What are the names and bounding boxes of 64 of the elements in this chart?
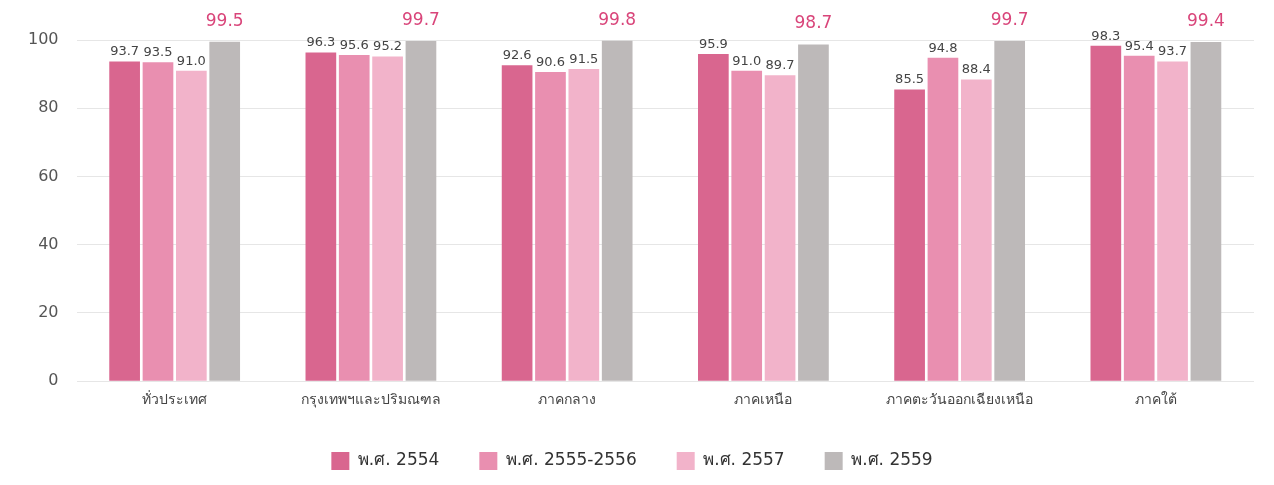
bar bbox=[798, 44, 829, 381]
data-label: 94.8 bbox=[928, 39, 958, 55]
bar bbox=[894, 89, 925, 381]
data-label: 99.7 bbox=[990, 8, 1029, 29]
bar bbox=[1190, 42, 1222, 381]
bar bbox=[142, 62, 174, 381]
bar bbox=[501, 65, 533, 381]
legend-label: พ.ศ. 2554 bbox=[357, 449, 440, 470]
data-label: 90.6 bbox=[535, 53, 565, 69]
bar bbox=[338, 55, 370, 381]
legend-label: พ.ศ. 2557 bbox=[703, 449, 785, 470]
data-label: 96.3 bbox=[306, 34, 336, 50]
bar bbox=[209, 41, 241, 381]
data-label: 93.7 bbox=[110, 43, 140, 59]
bar bbox=[535, 72, 566, 381]
y-tick-label: 20 bbox=[38, 302, 59, 322]
x-tick-label: ภาคตะวันออกเฉียงเหนือ bbox=[886, 391, 1034, 408]
bar bbox=[568, 69, 600, 381]
y-tick-label: 60 bbox=[38, 165, 59, 185]
data-label: 91.0 bbox=[176, 52, 206, 68]
data-label: 91.5 bbox=[569, 50, 599, 66]
data-label: 89.7 bbox=[765, 57, 795, 73]
bar bbox=[994, 41, 1026, 381]
x-tick-label: ภาคใต้ bbox=[1134, 391, 1177, 408]
data-label: 99.8 bbox=[598, 8, 637, 29]
data-label: 98.3 bbox=[1091, 27, 1121, 43]
bar bbox=[764, 75, 796, 381]
data-label: 99.7 bbox=[402, 8, 440, 29]
bar bbox=[731, 70, 763, 381]
bar bbox=[960, 79, 992, 381]
y-tick-label: 80 bbox=[38, 97, 59, 117]
data-label: 92.6 bbox=[502, 47, 532, 63]
data-label: 93.5 bbox=[143, 44, 173, 60]
bar bbox=[1123, 55, 1155, 381]
bar bbox=[176, 70, 207, 381]
legend-label: พ.ศ. 2555-2556 bbox=[505, 449, 637, 470]
data-label: 95.2 bbox=[373, 38, 403, 54]
bar bbox=[927, 57, 959, 381]
data-label: 98.7 bbox=[794, 12, 833, 33]
bar bbox=[305, 52, 337, 381]
bar bbox=[109, 61, 140, 381]
data-label: 85.5 bbox=[895, 71, 925, 87]
x-tick-label: ทั่วประเทศ bbox=[142, 390, 208, 408]
bar bbox=[1090, 45, 1122, 381]
x-tick-label: ภาคกลาง bbox=[538, 391, 597, 408]
data-label: 93.7 bbox=[1158, 43, 1188, 59]
x-tick-label: ภาคเหนือ bbox=[734, 391, 793, 408]
legend-label: พ.ศ. 2559 bbox=[851, 449, 933, 470]
data-label: 99.5 bbox=[205, 9, 244, 30]
data-label: 95.4 bbox=[1124, 37, 1154, 53]
bar bbox=[698, 53, 729, 381]
bar bbox=[405, 41, 437, 381]
y-tick-label: 40 bbox=[38, 233, 59, 253]
bar bbox=[601, 40, 633, 381]
bar bbox=[372, 56, 403, 381]
data-label: 91.0 bbox=[732, 52, 762, 68]
x-tick-label: กรุงเทพฯและปริมณฑล bbox=[300, 391, 441, 409]
data-label: 95.6 bbox=[339, 36, 369, 52]
data-label: 88.4 bbox=[961, 61, 991, 77]
y-tick-label: 100 bbox=[27, 29, 59, 49]
y-tick-label: 0 bbox=[48, 370, 59, 390]
data-label: 95.9 bbox=[698, 35, 728, 51]
data-label: 99.4 bbox=[1186, 9, 1225, 30]
bar bbox=[1157, 61, 1188, 381]
